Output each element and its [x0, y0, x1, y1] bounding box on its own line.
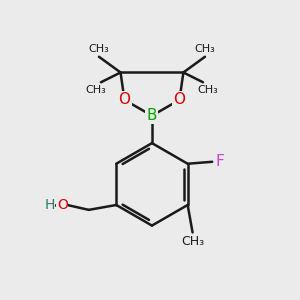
- Text: CH₃: CH₃: [181, 235, 204, 248]
- Text: O: O: [57, 198, 68, 212]
- Text: CH₃: CH₃: [195, 44, 215, 54]
- Text: B: B: [147, 108, 157, 123]
- Text: F: F: [216, 154, 224, 169]
- Text: CH₃: CH₃: [197, 85, 218, 95]
- Text: CH₃: CH₃: [85, 85, 106, 95]
- Text: CH₃: CH₃: [88, 44, 109, 54]
- Text: H: H: [44, 198, 55, 212]
- Text: O: O: [173, 92, 185, 107]
- Text: O: O: [118, 92, 130, 107]
